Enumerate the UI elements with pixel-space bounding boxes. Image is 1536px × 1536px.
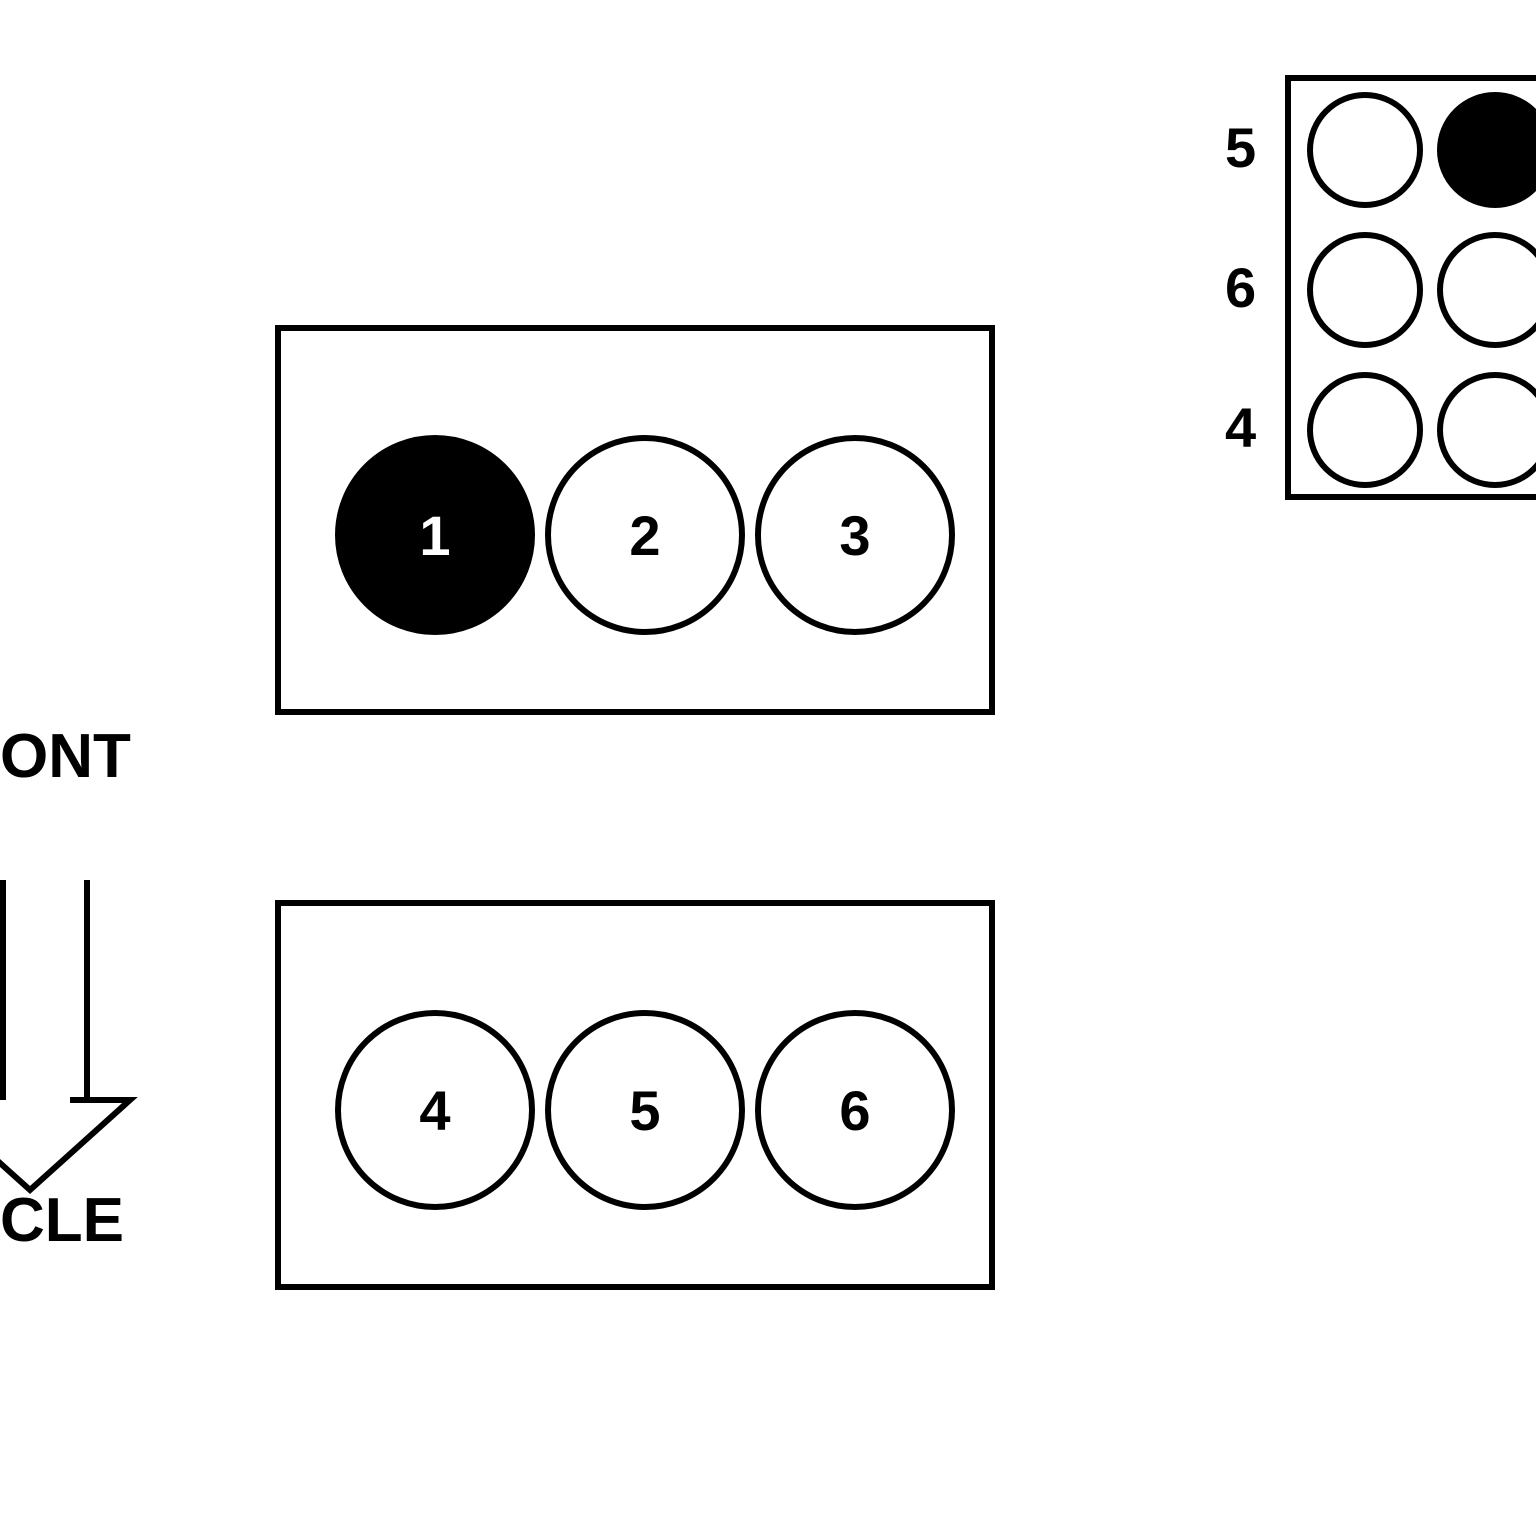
cylinder-label: 3	[839, 503, 870, 568]
cylinder-6: 6	[755, 1010, 955, 1210]
front-label-line-3: CLE	[0, 1176, 131, 1266]
front-label-line-1: ONT	[0, 712, 131, 802]
front-arrow-shaft	[0, 880, 90, 1100]
cylinder-label: 4	[419, 1078, 450, 1143]
cylinder-4: 4	[335, 1010, 535, 1210]
coil-terminal	[1307, 92, 1423, 208]
cylinder-2: 2	[545, 435, 745, 635]
coil-terminal	[1307, 372, 1423, 488]
cylinder-1: 1	[335, 435, 535, 635]
coil-row-label-6: 6	[1225, 255, 1256, 320]
cylinder-label: 5	[629, 1078, 660, 1143]
cylinder-label: 1	[419, 503, 450, 568]
coil-row-label-4: 4	[1225, 395, 1256, 460]
coil-terminal	[1307, 232, 1423, 348]
coil-row-label-5: 5	[1225, 115, 1256, 180]
cylinder-label: 2	[629, 503, 660, 568]
cylinder-5: 5	[545, 1010, 745, 1210]
cylinder-label: 6	[839, 1078, 870, 1143]
cylinder-3: 3	[755, 435, 955, 635]
